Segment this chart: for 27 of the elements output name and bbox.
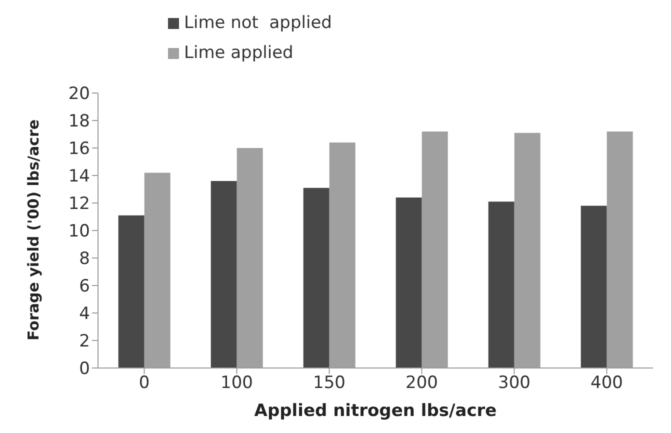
y-tick-label: 0 <box>79 359 90 380</box>
x-tick-label: 400 <box>590 373 623 394</box>
y-tick-label: 18 <box>68 112 90 132</box>
y-tick-label: 12 <box>68 194 90 214</box>
y-tick-label: 4 <box>79 304 90 324</box>
x-tick-label: 100 <box>220 373 253 394</box>
x-tick-label: 150 <box>313 373 346 394</box>
bar <box>396 198 422 368</box>
x-tick-label: 200 <box>406 373 438 394</box>
legend-label: Lime not applied <box>184 13 332 33</box>
y-tick-label: 14 <box>68 166 90 187</box>
bar <box>303 188 330 368</box>
bar <box>580 206 607 368</box>
y-tick-label: 16 <box>68 139 90 160</box>
y-tick-label: 20 <box>68 84 90 104</box>
y-tick-label: 10 <box>68 222 90 242</box>
y-tick-label: 2 <box>79 332 90 352</box>
y-axis-title: Forage yield ('00) lbs/acre <box>24 119 42 340</box>
y-tick-label: 8 <box>79 249 90 270</box>
bar <box>210 181 237 368</box>
x-tick-label: 0 <box>138 373 150 394</box>
legend-label: Lime applied <box>184 43 294 63</box>
x-axis-title: Applied nitrogen lbs/acre <box>254 401 497 421</box>
x-tick-label: 300 <box>498 373 530 394</box>
bar <box>118 215 144 368</box>
bar <box>488 202 514 368</box>
y-tick-label: 6 <box>79 276 90 297</box>
